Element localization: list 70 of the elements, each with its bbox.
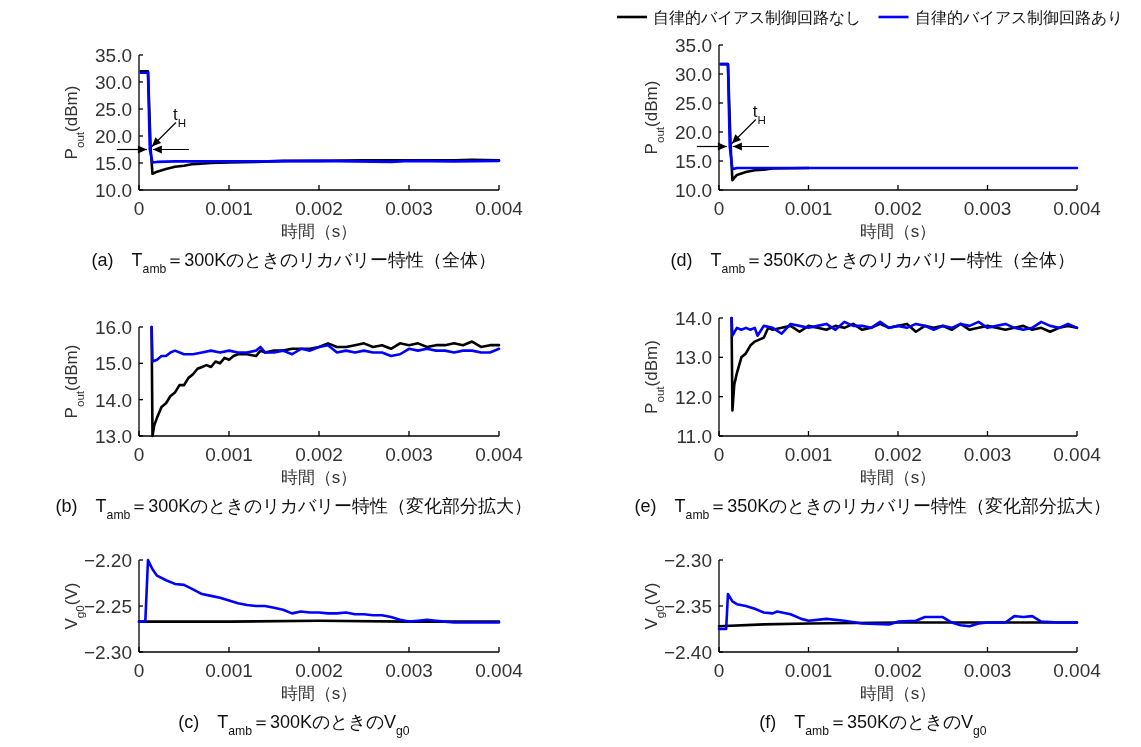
x-tick-label: 0.001	[205, 198, 253, 219]
text: (d) T$_{amb}$＝350Kのときのリカバリー特性（全体）	[670, 250, 1076, 276]
text: (b) T$_{amb}$＝300Kのときのリカバリー特性（変化部分拡大）	[55, 496, 533, 522]
y-tick-label: −2.30	[83, 642, 132, 663]
y-tick-label: 12.0	[675, 386, 712, 408]
x-tick-label: 0.003	[385, 660, 433, 681]
x-tick-label: 0	[133, 660, 145, 681]
x-tick-label: 0.002	[295, 660, 343, 681]
y-tick-label: 13.0	[675, 347, 712, 369]
x-axis-title: 時間（s）	[280, 222, 358, 241]
y-tick-label: 14.0	[675, 308, 712, 329]
y-tick-label: 20.0	[95, 126, 132, 147]
y-tick-label: −2.30	[663, 550, 712, 571]
x-tick-label: 0.002	[874, 198, 922, 219]
y-tick-label: 11.0	[676, 426, 712, 447]
y-tick-label: 35.0	[95, 45, 132, 66]
x-tick-label: 0	[713, 660, 725, 681]
x-tick-label: 0.004	[475, 444, 524, 465]
y-tick-label: 35.0	[675, 35, 712, 56]
x-axis-title: 時間（s）	[859, 684, 937, 703]
x-tick-label: 0.002	[874, 444, 922, 465]
text: (e) T$_{amb}$＝350Kのときのリカバリー特性（変化部分拡大）	[634, 496, 1112, 522]
x-tick-label: 0.004	[1053, 660, 1102, 681]
y-tick-label: 20.0	[675, 122, 712, 143]
x-tick-label: 0.001	[205, 444, 253, 465]
x-axis-title: 時間（s）	[859, 222, 937, 241]
y-tick-label: 30.0	[95, 72, 132, 93]
x-tick-label: 0.001	[784, 660, 833, 681]
y-tick-label: 15.0	[675, 151, 712, 172]
x-tick-label: 0.003	[963, 660, 1012, 681]
x-axis-title: 時間（s）	[859, 468, 937, 487]
x-tick-label: 0.004	[1053, 444, 1102, 465]
x-axis-title: 時間（s）	[280, 684, 358, 703]
text: (a) T$_{amb}$＝300Kのときのリカバリー特性（全体）	[91, 250, 497, 276]
x-tick-label: 0.004	[475, 198, 524, 219]
legend-label: 自律的バイアス制御回路なし	[653, 9, 861, 26]
x-tick-label: 0	[133, 444, 145, 465]
y-tick-label: 25.0	[95, 99, 132, 120]
x-tick-label: 0.002	[295, 198, 343, 219]
x-tick-label: 0.003	[385, 444, 433, 465]
x-tick-label: 0.004	[475, 660, 524, 681]
x-axis-title: 時間（s）	[280, 468, 358, 487]
y-tick-label: −2.20	[83, 550, 132, 571]
x-tick-label: 0.003	[963, 198, 1012, 219]
y-tick-label: 16.0	[95, 317, 132, 338]
x-tick-label: 0.002	[874, 660, 922, 681]
x-tick-label: 0.003	[385, 198, 433, 219]
y-tick-label: 15.0	[95, 153, 132, 174]
x-tick-label: 0	[713, 198, 725, 219]
text: (c) T$_{amb}$＝300KのときのV$_{g0}$	[178, 712, 410, 738]
legend-label: 自律的バイアス制御回路あり	[914, 9, 1123, 26]
text: (f) T$_{amb}$＝350KのときのV$_{g0}$	[759, 712, 987, 738]
x-tick-label: 0.002	[295, 444, 343, 465]
x-tick-label: 0.001	[784, 198, 833, 219]
y-tick-label: 14.0	[95, 389, 132, 411]
y-tick-label: 30.0	[675, 64, 712, 85]
x-tick-label: 0	[133, 198, 145, 219]
y-tick-label: 10.0	[675, 180, 712, 201]
x-tick-label: 0	[713, 444, 725, 465]
annotation: t$_{H}$	[172, 104, 187, 128]
y-tick-label: 13.0	[95, 426, 132, 447]
x-tick-label: 0.001	[784, 444, 833, 465]
y-tick-label: −2.40	[663, 642, 712, 663]
x-tick-label: 0.001	[205, 660, 253, 681]
y-tick-label: 10.0	[95, 180, 132, 201]
y-tick-label: 25.0	[675, 93, 712, 114]
x-tick-label: 0.003	[963, 444, 1012, 465]
y-tick-label: 15.0	[95, 353, 132, 375]
x-tick-label: 0.004	[1053, 198, 1102, 219]
annotation: t$_{H}$	[752, 101, 766, 125]
